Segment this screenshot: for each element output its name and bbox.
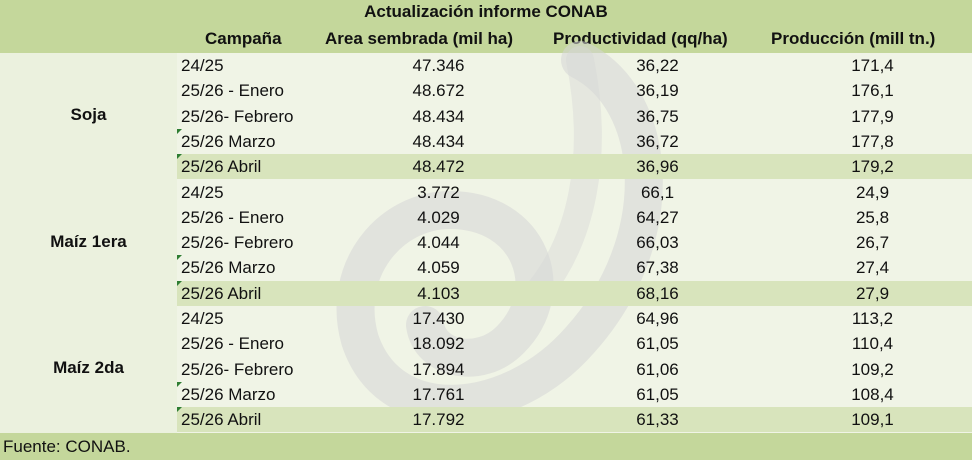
table-row: 25/26 - Enero 18.092 61,05 110,4: [177, 331, 972, 356]
comment-marker-icon: [177, 407, 182, 413]
cell-area: 48.434: [412, 106, 465, 126]
cell-area: 4.059: [417, 258, 460, 278]
cell-productividad: 36,75: [636, 106, 679, 126]
table-row: 25/26 Abril 4.103 68,16 27,9: [177, 280, 972, 306]
cell-campana: 25/26- Febrero: [181, 233, 294, 253]
cell-campana: 25/26- Febrero: [181, 106, 294, 126]
header-produccion: Producción (mill tn.): [771, 29, 936, 48]
cell-productividad: 66,03: [636, 233, 679, 253]
footer: Fuente: CONAB.: [0, 433, 972, 460]
cell-area: 18.092: [412, 334, 465, 354]
table-row: 24/25 17.430 64,96 113,2: [177, 306, 972, 331]
cell-productividad: 36,96: [636, 157, 679, 177]
cell-area: 47.346: [412, 56, 465, 75]
cell-campana: 25/26 Marzo: [181, 384, 276, 404]
cell-productividad: 61,05: [636, 334, 679, 354]
comment-marker-icon: [177, 381, 182, 387]
crop-label: Soja: [70, 105, 107, 125]
table-row: 25/26- Febrero 17.894 61,06 109,2: [177, 357, 972, 382]
cell-campana: 25/26- Febrero: [181, 359, 294, 379]
table-row: 25/26- Febrero 4.044 66,03 26,7: [177, 230, 972, 255]
cell-area: 17.792: [412, 410, 465, 430]
table-row: 25/26 Marzo 48.434 36,72 177,8: [177, 128, 972, 154]
table-row: 24/25 47.346 36,22 171,4: [177, 53, 972, 78]
cell-area: 17.761: [412, 384, 465, 404]
comment-marker-icon: [177, 255, 182, 261]
table-row: 25/26 - Enero 4.029 64,27 25,8: [177, 205, 972, 230]
header-campana: Campaña: [205, 29, 282, 48]
cell-produccion: 27,9: [855, 283, 890, 303]
table-row: 25/26 Abril 17.792 61,33 109,1: [177, 407, 972, 433]
table-row: 24/25 3.772 66,1 24,9: [177, 180, 972, 205]
table-row: 25/26 Marzo 4.059 67,38 27,4: [177, 255, 972, 280]
cell-area: 17.894: [412, 359, 465, 379]
cell-produccion: 110,4: [851, 334, 894, 354]
comment-marker-icon: [177, 280, 182, 286]
cell-campana: 25/26 - Enero: [181, 207, 285, 227]
cell-campana: 25/26 Abril: [181, 283, 262, 303]
cell-produccion: 179,2: [851, 157, 894, 177]
cell-campana: 25/26 Abril: [181, 410, 262, 430]
cell-produccion: 176,1: [851, 81, 894, 101]
cell-produccion: 109,2: [851, 359, 894, 379]
cell-campana: 25/26 Abril: [181, 157, 262, 177]
comment-marker-icon: [177, 154, 182, 160]
cell-productividad: 36,19: [636, 81, 679, 101]
cell-campana: 24/25: [181, 182, 224, 202]
cell-productividad: 61,06: [636, 359, 679, 379]
header-row: Campaña Area sembrada (mil ha) Productiv…: [0, 24, 972, 53]
cell-area: 4.103: [417, 283, 460, 303]
cell-campana: 25/26 - Enero: [181, 334, 285, 354]
cell-campana: 24/25: [181, 56, 224, 75]
crop-label: Maíz 1era: [50, 231, 127, 251]
source-note: Fuente: CONAB.: [3, 437, 131, 456]
header-productividad: Productividad (qq/ha): [553, 29, 728, 48]
cell-area: 3.772: [417, 182, 460, 202]
cell-area: 17.430: [412, 309, 465, 328]
comment-marker-icon: [177, 128, 182, 134]
cell-productividad: 36,22: [636, 56, 679, 75]
header-area: Area sembrada (mil ha): [325, 29, 514, 48]
cell-campana: 25/26 Marzo: [181, 258, 276, 278]
cell-produccion: 177,9: [851, 106, 894, 126]
cell-produccion: 26,7: [855, 233, 890, 253]
cell-productividad: 61,05: [636, 384, 679, 404]
cell-productividad: 64,27: [636, 207, 679, 227]
cell-productividad: 68,16: [636, 283, 679, 303]
cell-produccion: 108,4: [851, 384, 894, 404]
cell-campana: 25/26 Marzo: [181, 131, 276, 151]
cell-area: 48.672: [412, 81, 465, 101]
cell-produccion: 171,4: [851, 56, 894, 75]
table-row: 25/26 Abril 48.472 36,96 179,2: [177, 154, 972, 180]
cell-productividad: 61,33: [636, 410, 679, 430]
table-row: 25/26 Marzo 17.761 61,05 108,4: [177, 381, 972, 407]
cell-produccion: 109,1: [851, 410, 894, 430]
cell-produccion: 25,8: [855, 207, 890, 227]
cell-productividad: 67,38: [636, 258, 679, 278]
cell-campana: 24/25: [181, 309, 224, 328]
cell-produccion: 113,2: [851, 309, 894, 328]
cell-productividad: 66,1: [640, 182, 675, 202]
cell-area: 4.029: [417, 207, 460, 227]
crop-label: Maíz 2da: [53, 358, 124, 378]
cell-campana: 25/26 - Enero: [181, 81, 285, 101]
table-row: 25/26 - Enero 48.672 36,19 176,1: [177, 78, 972, 103]
cell-area: 4.044: [417, 233, 460, 253]
cell-productividad: 64,96: [636, 309, 679, 328]
table-row: 25/26- Febrero 48.434 36,75 177,9: [177, 104, 972, 129]
cell-area: 48.434: [412, 131, 465, 151]
cell-area: 48.472: [412, 157, 465, 177]
table-title: Actualización informe CONAB: [0, 0, 972, 24]
cell-produccion: 27,4: [855, 258, 890, 278]
cell-produccion: 24,9: [855, 182, 890, 202]
cell-produccion: 177,8: [851, 131, 894, 151]
cell-productividad: 36,72: [636, 131, 679, 151]
